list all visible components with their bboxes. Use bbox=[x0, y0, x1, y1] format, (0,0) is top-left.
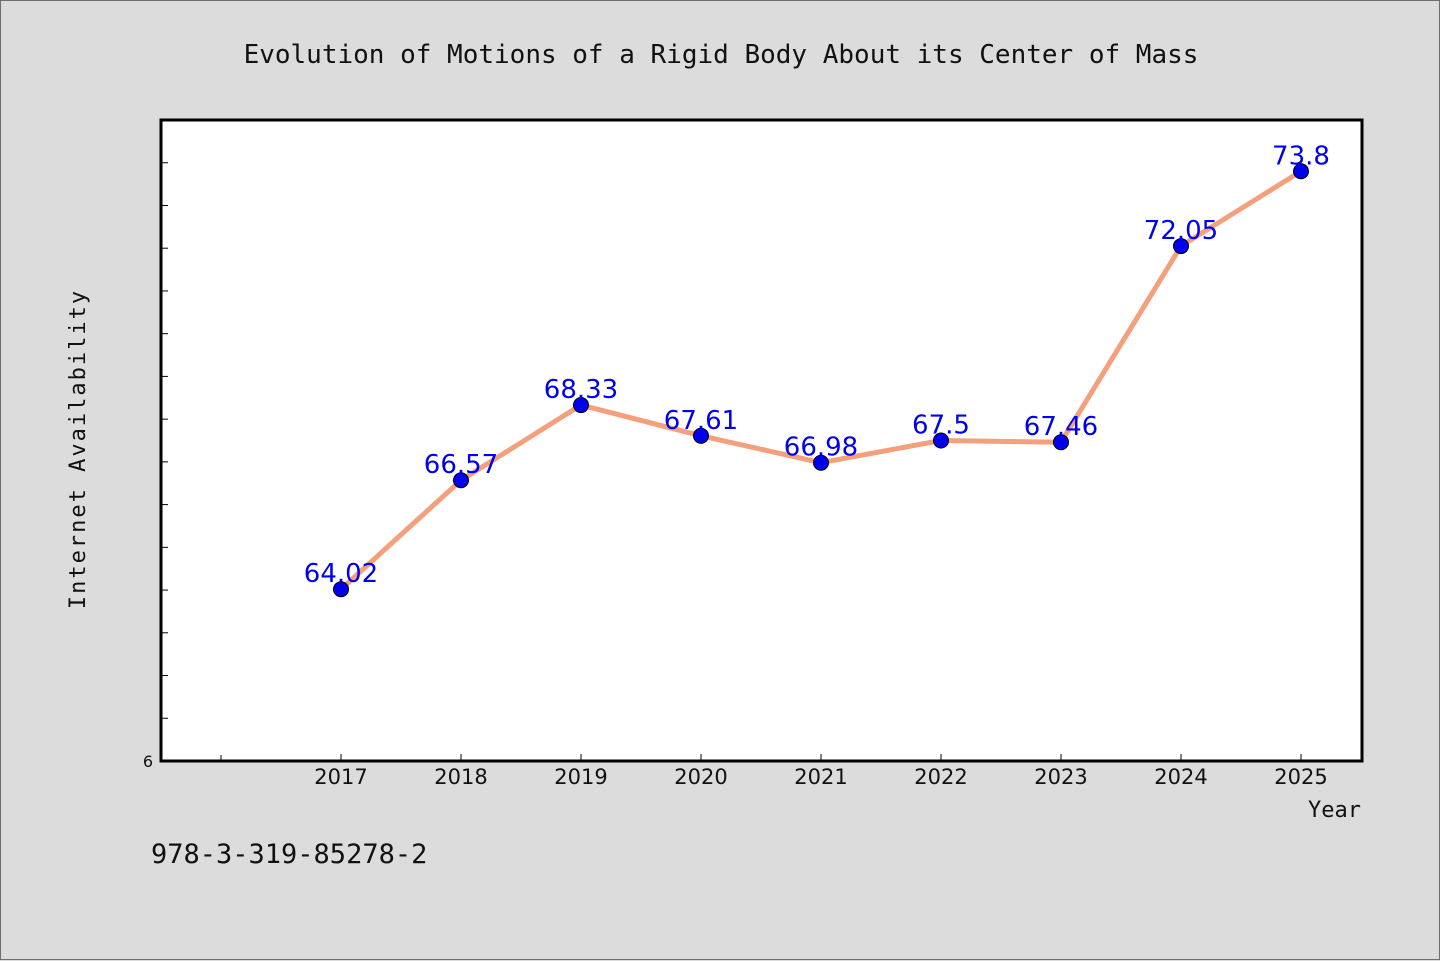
data-label: 66.57 bbox=[424, 450, 498, 480]
x-tick-label: 2020 bbox=[674, 765, 727, 789]
data-label: 68.33 bbox=[544, 375, 618, 405]
data-point bbox=[453, 472, 469, 489]
y-axis-ticks bbox=[161, 162, 168, 719]
data-point bbox=[1293, 163, 1309, 180]
chart-title: Evolution of Motions of a Rigid Body Abo… bbox=[244, 40, 1199, 70]
data-label: 72.05 bbox=[1144, 216, 1218, 246]
plot-area bbox=[159, 118, 1364, 763]
x-tick-label: 2025 bbox=[1274, 765, 1327, 789]
data-label: 67.61 bbox=[664, 406, 738, 436]
data-label: 67.5 bbox=[912, 411, 970, 441]
x-tick-label: 2017 bbox=[314, 765, 367, 789]
x-tick-label: 2021 bbox=[794, 765, 847, 789]
data-point bbox=[933, 432, 949, 449]
x-tick-label: 2024 bbox=[1154, 765, 1207, 789]
series-layer: 64.02 66.57 68.33 67.61 66.98 67.5 67.46 72.05 7… bbox=[304, 141, 1330, 598]
y-axis-label: Internet Availability bbox=[66, 289, 91, 609]
x-tick-label: 2019 bbox=[554, 765, 607, 789]
isbn-footnote: 978-3-319-85278-2 bbox=[151, 839, 427, 870]
x-tick-label: 2023 bbox=[1034, 765, 1087, 789]
x-axis-label: Year bbox=[1308, 798, 1361, 823]
x-tick-label: 2022 bbox=[914, 765, 967, 789]
data-label: 66.98 bbox=[784, 433, 858, 463]
data-point bbox=[1173, 238, 1189, 255]
data-label: 64.02 bbox=[304, 559, 378, 589]
data-point bbox=[813, 454, 829, 471]
x-axis-ticks: 2017 2018 2019 2020 2021 2022 2023 2024 2025 bbox=[220, 754, 1328, 789]
y-tick-label: 6 bbox=[143, 752, 153, 771]
x-tick-label: 2018 bbox=[434, 765, 487, 789]
data-label: 67.46 bbox=[1024, 412, 1098, 442]
data-point bbox=[1053, 434, 1069, 451]
data-point bbox=[573, 397, 589, 414]
data-point bbox=[333, 581, 349, 598]
data-label: 73.8 bbox=[1272, 141, 1330, 171]
data-point bbox=[693, 427, 709, 444]
